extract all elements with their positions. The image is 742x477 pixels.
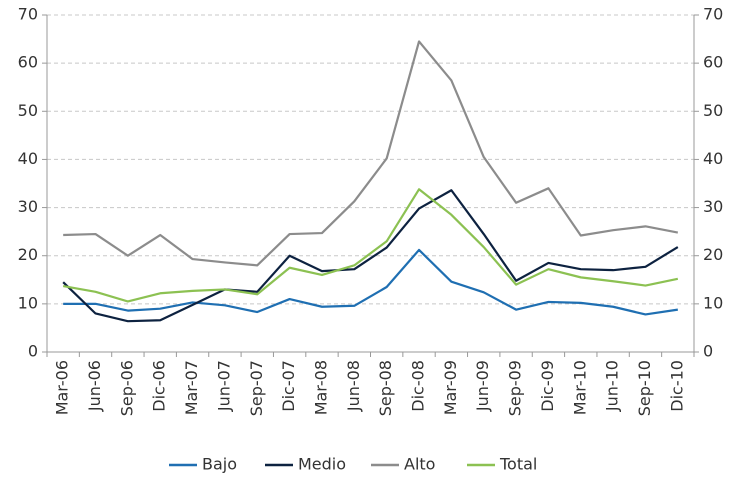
x-tick-label: Dic-06 xyxy=(150,360,169,412)
legend-label: Total xyxy=(499,455,537,474)
legend-label: Bajo xyxy=(202,455,237,474)
y2-tick-label: 30 xyxy=(703,197,723,216)
y2-tick-label: 0 xyxy=(703,342,713,361)
y-tick-label: 50 xyxy=(18,101,38,120)
x-tick-label: Sep-09 xyxy=(506,360,525,416)
series-line xyxy=(63,40,679,267)
y-tick-label: 10 xyxy=(18,293,38,312)
x-tick-label: Sep-10 xyxy=(635,360,654,416)
x-tick-label: Mar-08 xyxy=(311,360,330,415)
legend-label: Alto xyxy=(404,455,435,474)
y2-tick-label: 50 xyxy=(703,101,723,120)
x-tick-label: Jun-09 xyxy=(473,360,492,412)
x-tick-label: Jun-07 xyxy=(214,360,233,412)
x-tick-label: Dic-10 xyxy=(667,360,686,412)
y-tick-label: 0 xyxy=(28,342,38,361)
y2-tick-label: 70 xyxy=(703,5,723,24)
x-tick-label: Dic-07 xyxy=(279,360,298,412)
y2-tick-label: 10 xyxy=(703,293,723,312)
y2-tick-label: 60 xyxy=(703,53,723,72)
x-tick-label: Mar-09 xyxy=(441,360,460,415)
series-line xyxy=(62,189,679,323)
x-tick-label: Jun-10 xyxy=(603,360,622,412)
x-tick-label: Mar-10 xyxy=(570,360,589,415)
y2-tick-label: 40 xyxy=(703,149,723,168)
x-tick-label: Sep-08 xyxy=(376,360,395,416)
x-tick-label: Jun-08 xyxy=(344,360,363,412)
y-tick-label: 60 xyxy=(18,53,38,72)
y-tick-label: 40 xyxy=(18,149,38,168)
y-tick-label: 30 xyxy=(18,197,38,216)
series-line xyxy=(62,188,679,303)
series-line xyxy=(63,248,678,316)
x-tick-label: Dic-09 xyxy=(538,360,557,412)
y2-tick-label: 20 xyxy=(703,245,723,264)
x-tick-label: Sep-07 xyxy=(247,360,266,416)
legend-label: Medio xyxy=(298,455,346,474)
x-tick-label: Dic-08 xyxy=(409,360,428,412)
x-tick-label: Jun-06 xyxy=(85,360,104,412)
x-tick-label: Mar-06 xyxy=(53,360,72,415)
y-tick-label: 20 xyxy=(18,245,38,264)
x-tick-label: Mar-07 xyxy=(182,360,201,415)
x-tick-label: Sep-06 xyxy=(117,360,136,416)
y-tick-label: 70 xyxy=(18,5,38,24)
